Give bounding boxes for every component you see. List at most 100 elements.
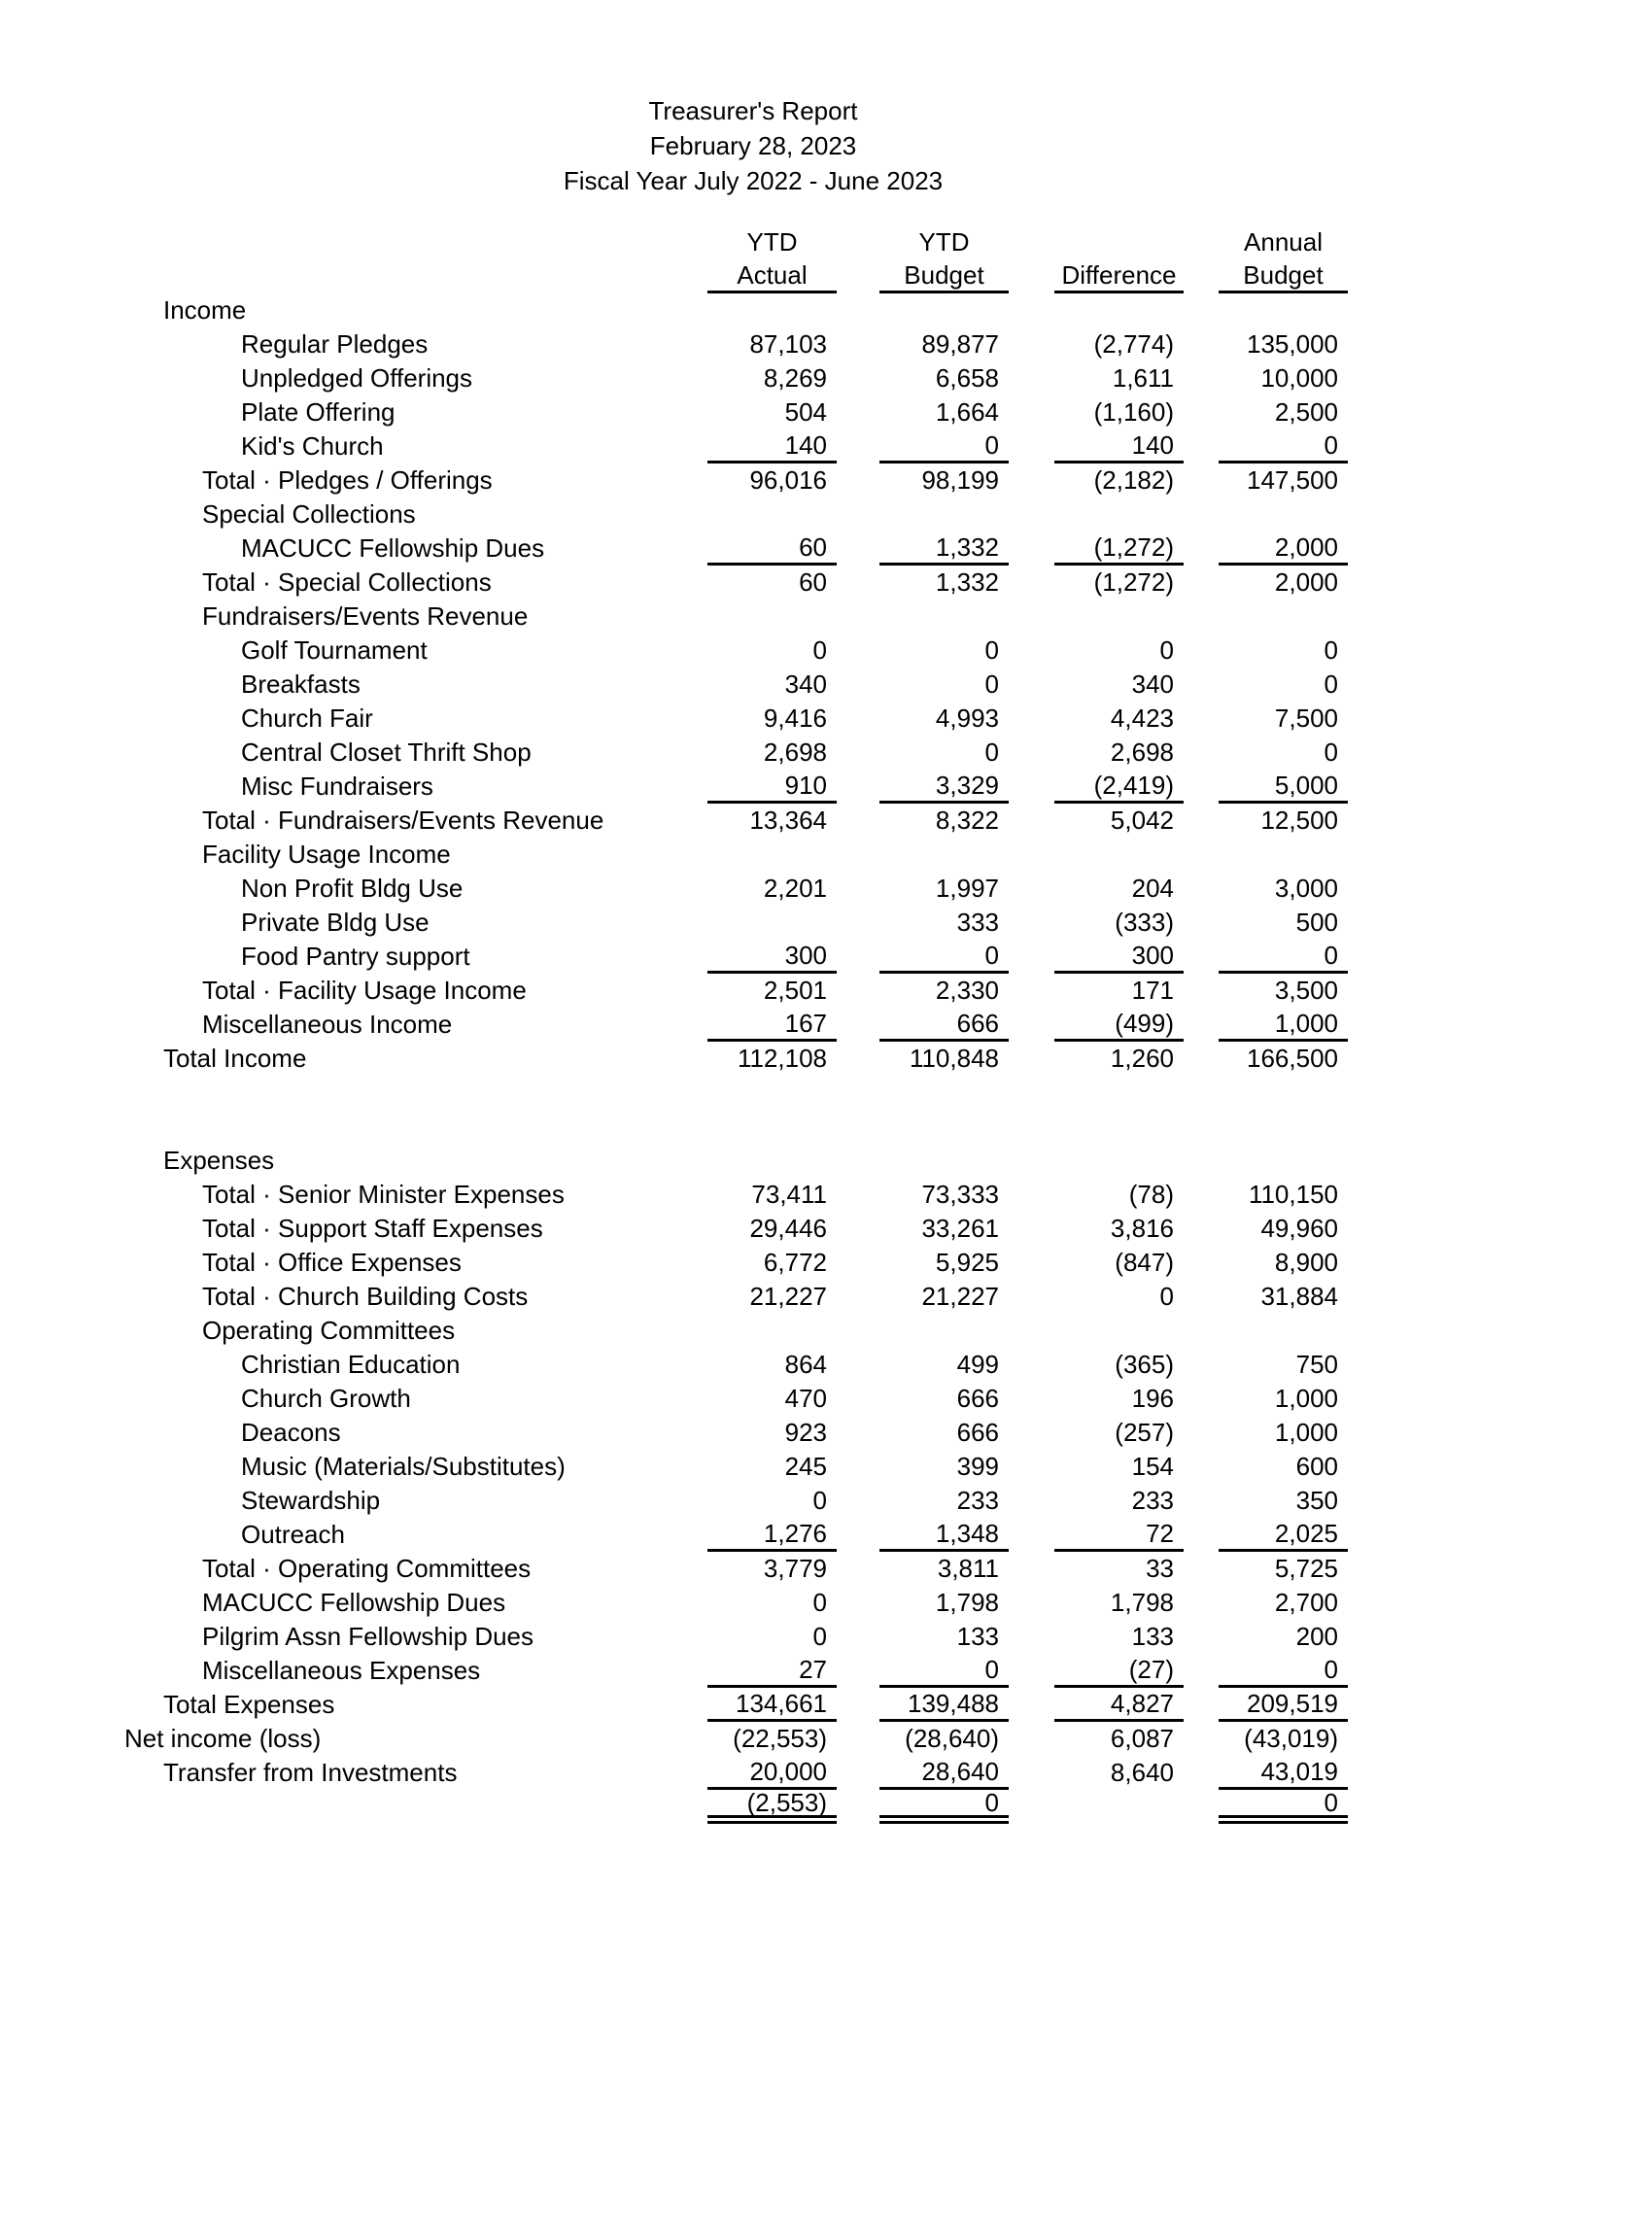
cell-difference: (499) xyxy=(1054,1008,1184,1042)
cell-ytd-actual: 0 xyxy=(812,635,827,665)
cell-ytd-budget xyxy=(879,1144,1009,1178)
report-date: February 28, 2023 xyxy=(649,131,857,160)
cell-annual-budget: 31,884 xyxy=(1260,1282,1338,1311)
cell-difference: 1,798 xyxy=(1110,1588,1174,1617)
cell-annual-budget: 600 xyxy=(1295,1452,1338,1481)
cell-ytd-budget xyxy=(879,498,1009,532)
cell-ytd-budget xyxy=(879,1314,1009,1348)
cell-ytd-budget: 3,329 xyxy=(879,770,1009,804)
row-total-church-building-costs: Total · Church Building Costs 21,227 21,22… xyxy=(0,1280,1348,1314)
cell-difference: 72 xyxy=(1054,1518,1184,1552)
row-label xyxy=(0,1790,707,1824)
cell-annual-budget: 3,000 xyxy=(1274,874,1338,903)
cell-ytd-budget: 2,330 xyxy=(935,976,999,1005)
row-total-fundraisers: Total · Fundraisers/Events Revenue 13,364… xyxy=(0,804,1348,838)
row-kids-church: Kid's Church 140 0 140 0 xyxy=(0,429,1348,463)
row-total-income: Total Income 112,108 110,848 1,260 166,500 xyxy=(0,1042,1348,1076)
cell-ytd-actual: 112,108 xyxy=(737,1044,827,1073)
row-special-collections-header: Special Collections xyxy=(0,498,1348,532)
cell-ytd-actual: 73,411 xyxy=(751,1180,827,1209)
cell-ytd-budget xyxy=(879,838,1009,872)
row-total-special-collections: Total · Special Collections 60 1,332 (1,272… xyxy=(0,566,1348,600)
cell-annual-budget: 2,500 xyxy=(1274,397,1338,427)
row-label: MACUCC Fellowship Dues xyxy=(241,533,545,563)
cell-difference: 1,260 xyxy=(1110,1044,1174,1073)
row-total-support-staff: Total · Support Staff Expenses 29,446 33,2… xyxy=(0,1212,1348,1246)
cell-difference: 300 xyxy=(1054,940,1184,974)
treasurers-report-page: { "document": { "title": "Treasurer's Re… xyxy=(0,93,1652,2231)
row-label: Net income (loss) xyxy=(124,1724,322,1753)
row-misc-fundraisers: Misc Fundraisers 910 3,329 (2,419) 5,000 xyxy=(0,770,1348,804)
cell-ytd-actual: (2,553) xyxy=(707,1788,837,1824)
row-church-growth: Church Growth 470 666 196 1,000 xyxy=(0,1382,1348,1416)
cell-annual-budget: 166,500 xyxy=(1247,1044,1338,1073)
cell-difference: 0 xyxy=(1159,1282,1174,1311)
cell-difference: 1,611 xyxy=(1112,363,1174,393)
cell-ytd-budget: 233 xyxy=(956,1486,999,1515)
row-outreach: Outreach 1,276 1,348 72 2,025 xyxy=(0,1518,1348,1552)
cell-ytd-actual: 8,269 xyxy=(763,363,827,393)
cell-ytd-budget: 73,333 xyxy=(921,1180,999,1209)
column-header-ytd-actual-top: YTD xyxy=(746,227,798,257)
cell-ytd-budget: 0 xyxy=(984,669,999,699)
cell-ytd-actual: 167 xyxy=(707,1008,837,1042)
cell-ytd-actual: 134,661 xyxy=(707,1688,837,1722)
report-header: Treasurer's Report February 28, 2023 Fis… xyxy=(0,93,1506,198)
cell-ytd-budget: 139,488 xyxy=(879,1688,1009,1722)
cell-difference: 340 xyxy=(1131,669,1174,699)
row-label: Miscellaneous Income xyxy=(202,1010,453,1039)
row-label: Total · Support Staff Expenses xyxy=(202,1214,543,1243)
column-header-spacer xyxy=(0,259,707,293)
cell-ytd-actual: 910 xyxy=(707,770,837,804)
cell-ytd-budget: 98,199 xyxy=(921,465,999,495)
row-label: Total · Office Expenses xyxy=(202,1248,462,1277)
cell-ytd-actual: 140 xyxy=(707,429,837,463)
row-label: Special Collections xyxy=(202,499,416,529)
row-label: Income xyxy=(163,295,247,325)
row-label: Plate Offering xyxy=(241,397,396,427)
cell-difference: (1,160) xyxy=(1093,397,1174,427)
row-miscellaneous-expenses: Miscellaneous Expenses 27 0 (27) 0 xyxy=(0,1654,1348,1688)
cell-ytd-actual: 1,276 xyxy=(707,1518,837,1552)
cell-difference: 33 xyxy=(1146,1554,1174,1583)
cell-ytd-actual: 13,364 xyxy=(749,806,827,835)
row-label: Total · Church Building Costs xyxy=(202,1282,529,1311)
cell-annual-budget: 3,500 xyxy=(1274,976,1338,1005)
cell-difference: 196 xyxy=(1131,1384,1174,1413)
row-label: Outreach xyxy=(241,1520,345,1549)
cell-difference: 6,087 xyxy=(1110,1724,1174,1753)
row-stewardship: Stewardship 0 233 233 350 xyxy=(0,1484,1348,1518)
cell-annual-budget xyxy=(1219,293,1348,327)
cell-ytd-actual: 470 xyxy=(784,1384,827,1413)
cell-ytd-budget: 133 xyxy=(956,1622,999,1651)
cell-ytd-budget: 1,997 xyxy=(935,874,999,903)
cell-ytd-actual xyxy=(707,293,837,327)
cell-annual-budget: 147,500 xyxy=(1247,465,1338,495)
cell-difference: (847) xyxy=(1115,1248,1174,1277)
cell-ytd-budget: 0 xyxy=(879,1788,1009,1824)
cell-annual-budget: 2,700 xyxy=(1274,1588,1338,1617)
cell-difference: 133 xyxy=(1131,1622,1174,1651)
row-total-senior-minister: Total · Senior Minister Expenses 73,411 73… xyxy=(0,1178,1348,1212)
column-header-ytd-actual: Actual xyxy=(707,259,837,293)
row-label: Deacons xyxy=(241,1418,341,1447)
cell-ytd-actual: 2,201 xyxy=(763,874,827,903)
row-label: Central Closet Thrift Shop xyxy=(241,738,532,767)
cell-difference: (1,272) xyxy=(1054,532,1184,566)
row-label: Misc Fundraisers xyxy=(241,772,433,801)
row-label: Pilgrim Assn Fellowship Dues xyxy=(202,1622,534,1651)
row-net-income-loss: Net income (loss) (22,553) (28,640) 6,087 (4… xyxy=(0,1722,1348,1756)
cell-annual-budget: 2,000 xyxy=(1219,532,1348,566)
row-label: Total Expenses xyxy=(163,1690,335,1719)
cell-ytd-actual: 504 xyxy=(784,397,827,427)
cell-difference: 3,816 xyxy=(1110,1214,1174,1243)
cell-difference: 8,640 xyxy=(1110,1758,1174,1787)
cell-ytd-actual: 29,446 xyxy=(749,1214,827,1243)
row-food-pantry-support: Food Pantry support 300 0 300 0 xyxy=(0,940,1348,974)
column-header-annual-budget: Budget xyxy=(1219,259,1348,293)
row-macucc-fellowship-dues-income: MACUCC Fellowship Dues 60 1,332 (1,272) 2,00… xyxy=(0,532,1348,566)
row-private-bldg-use: Private Bldg Use 333 (333) 500 xyxy=(0,906,1348,940)
cell-annual-budget: 49,960 xyxy=(1260,1214,1338,1243)
cell-ytd-budget: 399 xyxy=(956,1452,999,1481)
cell-ytd-budget: (28,640) xyxy=(905,1724,999,1753)
